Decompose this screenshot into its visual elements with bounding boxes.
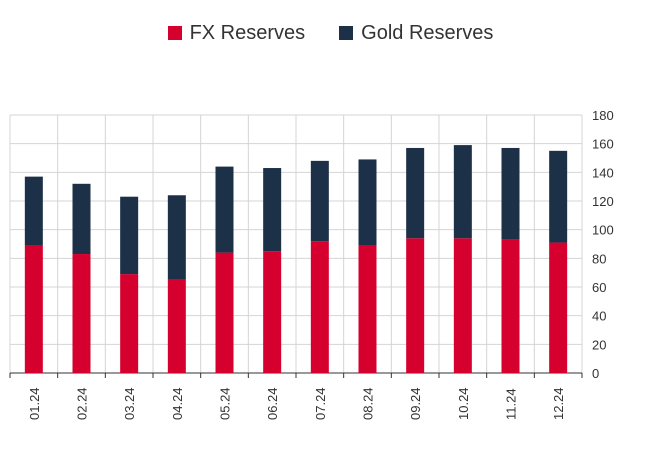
x-tick-label: 03.24: [122, 387, 137, 420]
legend-label-gold: Gold Reserves: [361, 21, 494, 44]
x-tick-label: 12.24: [551, 387, 566, 420]
y-tick-label: 120: [592, 194, 614, 209]
bar-fx-reserves: [215, 252, 234, 373]
bar-gold-reserves: [310, 160, 329, 242]
bar-fx-reserves: [453, 238, 472, 373]
y-tick-label: 0: [592, 366, 599, 381]
y-tick-label: 180: [592, 108, 614, 123]
y-tick-label: 80: [592, 251, 606, 266]
x-tick-label: 10.24: [456, 387, 471, 420]
bar-gold-reserves: [453, 145, 472, 239]
bar-fx-reserves: [501, 239, 520, 373]
bar-gold-reserves: [549, 150, 568, 243]
x-tick-label: 07.24: [313, 387, 328, 420]
bar-gold-reserves: [24, 176, 43, 246]
legend-swatch-fx: [167, 26, 182, 40]
bar-gold-reserves: [263, 168, 282, 252]
bar-gold-reserves: [358, 159, 377, 246]
legend-swatch-gold: [339, 26, 354, 40]
bar-fx-reserves: [120, 274, 139, 373]
bar-gold-reserves: [167, 195, 186, 280]
y-tick-label: 140: [592, 165, 614, 180]
x-tick-label: 09.24: [408, 387, 423, 420]
x-tick-label: 05.24: [218, 387, 233, 420]
y-tick-label: 100: [592, 223, 614, 238]
y-tick-label: 40: [592, 309, 606, 324]
bar-fx-reserves: [24, 245, 43, 373]
bar-fx-reserves: [72, 254, 91, 373]
y-tick-label: 160: [592, 137, 614, 152]
y-tick-label: 20: [592, 337, 606, 352]
bar-fx-reserves: [310, 241, 329, 373]
bar-fx-reserves: [167, 279, 186, 373]
y-tick-label: 60: [592, 280, 606, 295]
bar-fx-reserves: [263, 251, 282, 373]
x-tick-label: 11.24: [504, 388, 519, 420]
bar-fx-reserves: [549, 242, 568, 373]
bar-fx-reserves: [406, 238, 425, 373]
bar-gold-reserves: [501, 147, 520, 240]
legend-item-gold: Gold Reserves: [339, 22, 493, 45]
bar-fx-reserves: [358, 245, 377, 373]
bar-gold-reserves: [406, 147, 425, 239]
bar-gold-reserves: [215, 166, 234, 253]
x-tick-label: 01.24: [27, 387, 42, 420]
legend-label-fx: FX Reserves: [189, 21, 306, 44]
bar-gold-reserves: [72, 183, 91, 255]
x-tick-label: 06.24: [265, 387, 280, 420]
x-tick-label: 04.24: [170, 387, 185, 420]
x-tick-label: 08.24: [361, 387, 376, 420]
bar-gold-reserves: [120, 196, 139, 275]
x-tick-label: 02.24: [75, 387, 90, 420]
chart-legend: FX Reserves Gold Reserves: [0, 18, 661, 48]
legend-item-fx: FX Reserves: [167, 21, 306, 45]
